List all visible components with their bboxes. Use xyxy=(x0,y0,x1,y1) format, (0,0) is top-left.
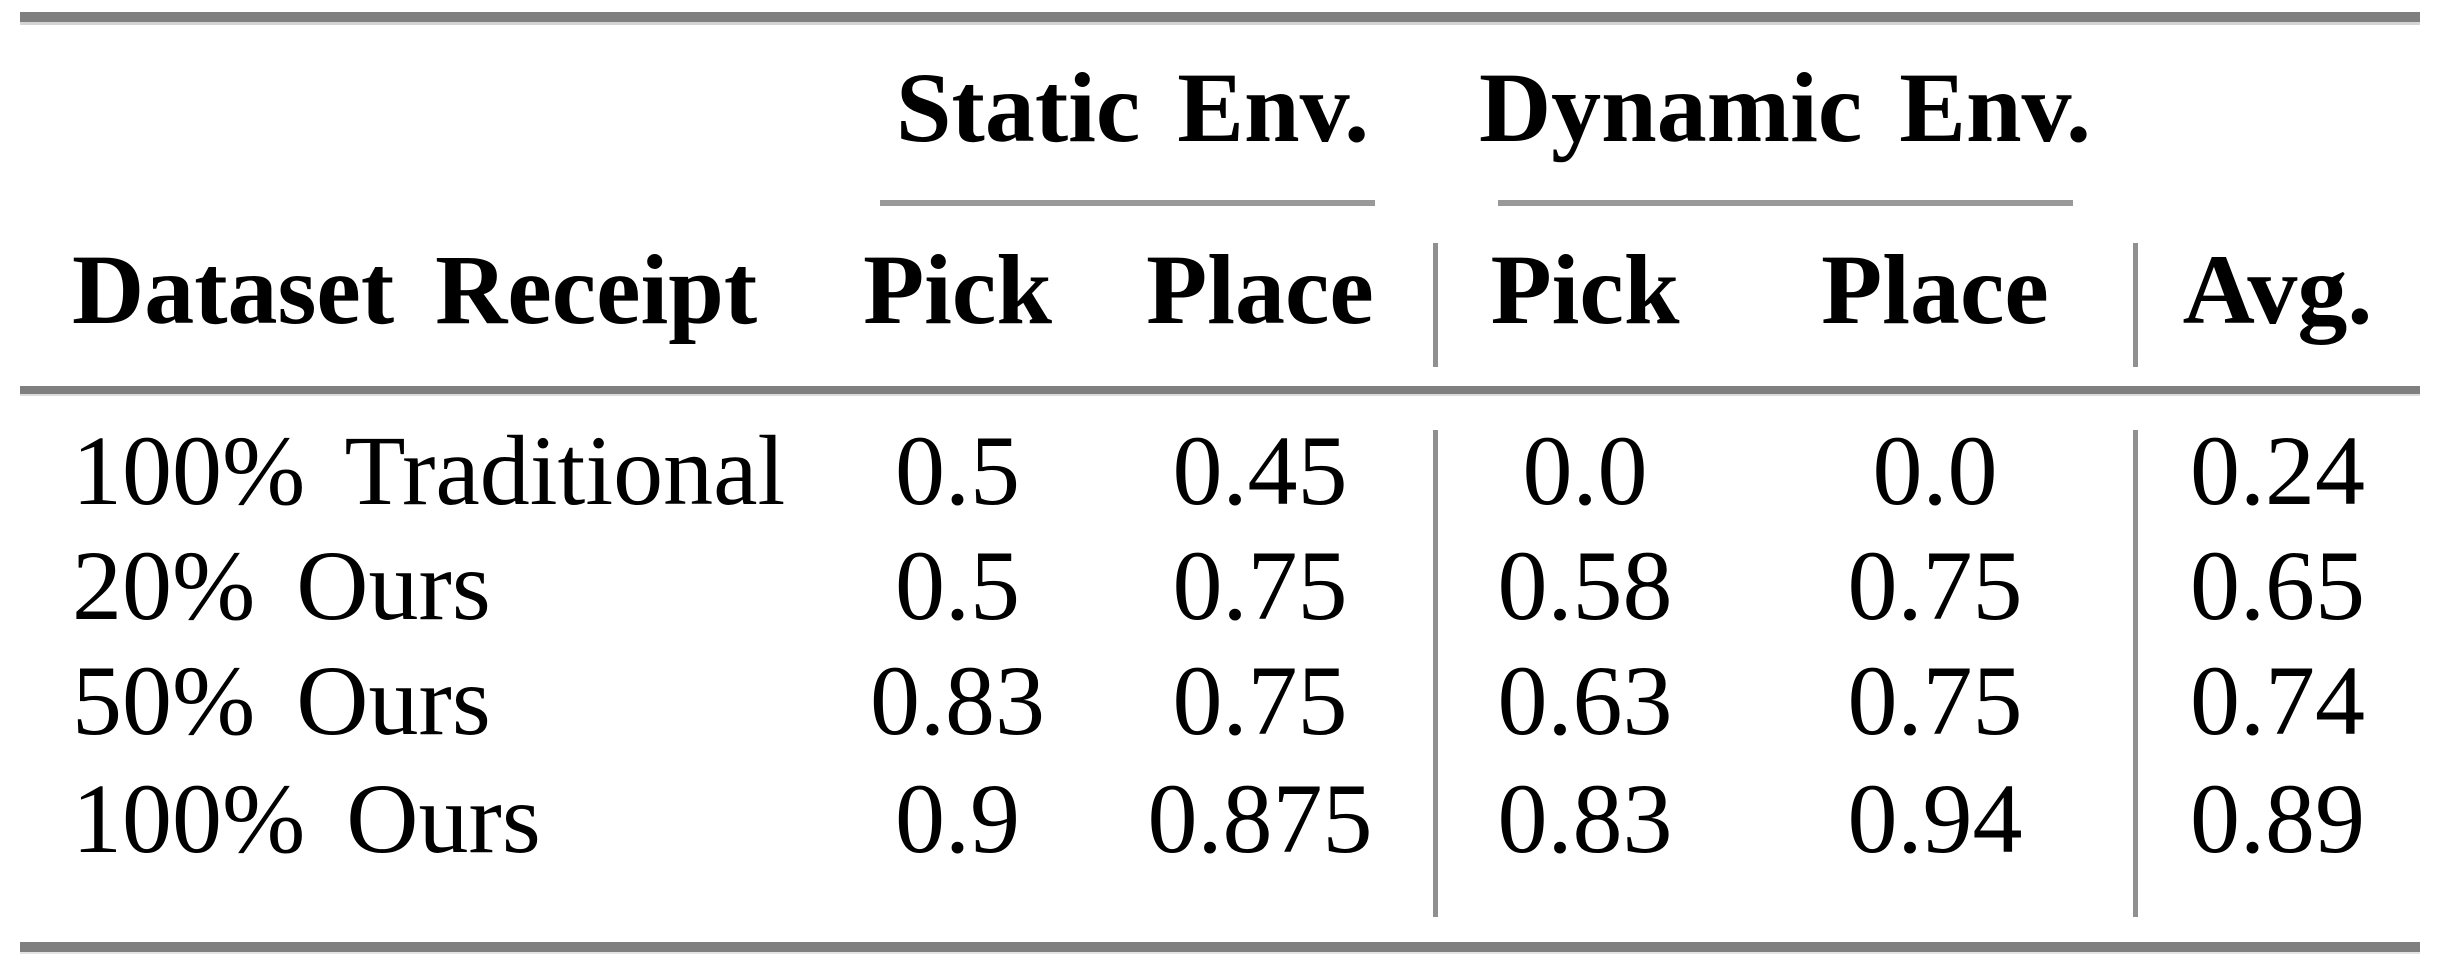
cell-avg: 0.24 xyxy=(2190,415,2365,526)
cell-dynamic-place: 0.94 xyxy=(1847,763,2023,874)
vertical-separator-static-dynamic-body xyxy=(1433,430,1438,917)
row-label: 50% Ours xyxy=(72,645,491,756)
header-avg: Avg. xyxy=(2182,234,2373,345)
column-group-static-env: Static Env. xyxy=(895,52,1370,163)
static-env-cmidrule xyxy=(880,200,1375,206)
column-group-dynamic-env: Dynamic Env. xyxy=(1478,52,2092,163)
table-row: 100% Ours 0.9 0.875 0.83 0.94 0.89 xyxy=(20,769,2420,869)
cell-static-place: 0.45 xyxy=(1172,415,1348,526)
table-row: 100% Traditional 0.5 0.45 0.0 0.0 0.24 xyxy=(20,421,2420,521)
table-row: 20% Ours 0.5 0.75 0.58 0.75 0.65 xyxy=(20,536,2420,636)
cell-static-place: 0.75 xyxy=(1172,645,1348,756)
header-static-place: Place xyxy=(1146,234,1374,345)
cell-dynamic-pick: 0.83 xyxy=(1497,763,1673,874)
cell-avg: 0.74 xyxy=(2190,645,2365,756)
cell-static-pick: 0.83 xyxy=(870,645,1045,756)
cell-static-pick: 0.9 xyxy=(895,763,1020,874)
cell-static-pick: 0.5 xyxy=(895,415,1020,526)
cell-dynamic-pick: 0.0 xyxy=(1522,415,1648,526)
vertical-separator-dynamic-avg-header xyxy=(2133,243,2138,367)
table-top-rule xyxy=(20,12,2420,25)
cell-dynamic-pick: 0.58 xyxy=(1497,530,1673,641)
cell-avg: 0.89 xyxy=(2190,763,2365,874)
table-header-row: Dataset Receipt Pick Place Pick Place Av… xyxy=(20,240,2420,340)
row-label: 20% Ours xyxy=(72,530,491,641)
vertical-separator-dynamic-avg-body xyxy=(2133,430,2138,917)
table-row: 50% Ours 0.83 0.75 0.63 0.75 0.74 xyxy=(20,651,2420,751)
cell-avg: 0.65 xyxy=(2190,530,2365,641)
table-bottom-rule xyxy=(20,942,2420,954)
cell-dynamic-place: 0.0 xyxy=(1872,415,1998,526)
row-label: 100% Ours xyxy=(72,763,541,874)
header-dynamic-pick: Pick xyxy=(1490,234,1680,345)
cell-dynamic-place: 0.75 xyxy=(1847,530,2023,641)
cell-static-place: 0.75 xyxy=(1172,530,1348,641)
cell-static-place: 0.875 xyxy=(1147,763,1373,874)
header-dynamic-place: Place xyxy=(1821,234,2049,345)
header-dataset-receipt: Dataset Receipt xyxy=(72,234,758,345)
row-label: 100% Traditional xyxy=(72,415,786,526)
cell-dynamic-place: 0.75 xyxy=(1847,645,2023,756)
vertical-separator-static-dynamic-header xyxy=(1433,243,1438,367)
header-static-pick: Pick xyxy=(863,234,1052,345)
table-header-rule xyxy=(20,386,2420,396)
dynamic-env-cmidrule xyxy=(1498,200,2073,206)
cell-dynamic-pick: 0.63 xyxy=(1497,645,1673,756)
cell-static-pick: 0.5 xyxy=(895,530,1020,641)
